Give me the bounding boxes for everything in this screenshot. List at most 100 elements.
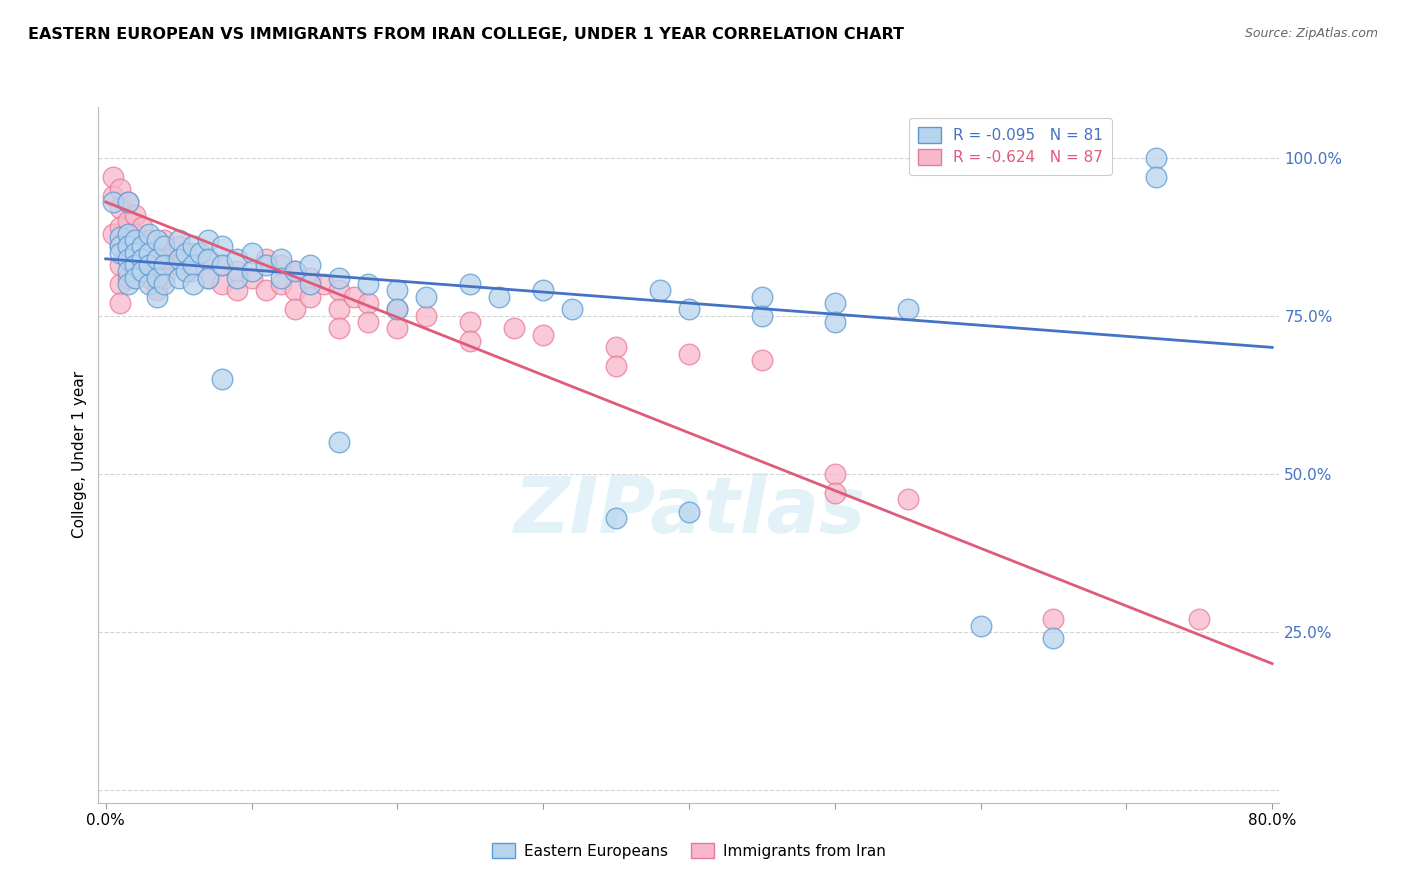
Point <box>824 467 846 481</box>
Point <box>124 270 146 285</box>
Point <box>131 252 153 266</box>
Point <box>124 227 146 241</box>
Point <box>197 252 219 266</box>
Point <box>824 486 846 500</box>
Point <box>284 284 307 298</box>
Point <box>197 270 219 285</box>
Point <box>181 258 204 272</box>
Point <box>357 315 380 329</box>
Point <box>503 321 526 335</box>
Point <box>110 239 132 253</box>
Point <box>124 233 146 247</box>
Point <box>167 258 190 272</box>
Point <box>174 245 197 260</box>
Point <box>110 229 132 244</box>
Point <box>167 233 190 247</box>
Point <box>284 264 307 278</box>
Point <box>298 290 321 304</box>
Point <box>138 233 160 247</box>
Point <box>226 252 249 266</box>
Point <box>145 233 167 247</box>
Point <box>387 302 409 317</box>
Point <box>270 252 292 266</box>
Point <box>211 239 233 253</box>
Point <box>328 284 350 298</box>
Point <box>458 277 481 292</box>
Point <box>298 270 321 285</box>
Point <box>138 252 160 266</box>
Point <box>387 284 409 298</box>
Point <box>110 258 132 272</box>
Point <box>226 264 249 278</box>
Point <box>138 270 160 285</box>
Point <box>605 340 627 354</box>
Point <box>145 245 167 260</box>
Point <box>174 264 197 278</box>
Point <box>181 245 204 260</box>
Point <box>197 252 219 266</box>
Point <box>531 327 554 342</box>
Point <box>181 239 204 253</box>
Point <box>138 245 160 260</box>
Point <box>1042 632 1064 646</box>
Point <box>167 252 190 266</box>
Point <box>328 435 350 450</box>
Point <box>211 258 233 272</box>
Point <box>181 264 204 278</box>
Point <box>1188 612 1211 626</box>
Point <box>145 284 167 298</box>
Point <box>314 277 336 292</box>
Point <box>824 315 846 329</box>
Point <box>138 227 160 241</box>
Point <box>240 245 263 260</box>
Point <box>678 347 700 361</box>
Point <box>824 296 846 310</box>
Point <box>211 372 233 386</box>
Point <box>254 284 277 298</box>
Point <box>328 302 350 317</box>
Point <box>270 270 292 285</box>
Point <box>254 252 277 266</box>
Point <box>117 239 139 253</box>
Point <box>110 296 132 310</box>
Point <box>458 315 481 329</box>
Text: ZIPatlas: ZIPatlas <box>513 473 865 549</box>
Point <box>101 169 124 184</box>
Point <box>270 277 292 292</box>
Point <box>328 270 350 285</box>
Point <box>145 252 167 266</box>
Point <box>124 258 146 272</box>
Point <box>284 302 307 317</box>
Point <box>254 258 277 272</box>
Point <box>131 220 153 235</box>
Point <box>124 264 146 278</box>
Point <box>117 227 139 241</box>
Point <box>1042 612 1064 626</box>
Point <box>131 239 153 253</box>
Point <box>357 296 380 310</box>
Point <box>181 277 204 292</box>
Point <box>117 233 139 247</box>
Point <box>240 264 263 278</box>
Point <box>131 239 153 253</box>
Point <box>897 492 920 507</box>
Point <box>117 264 139 278</box>
Point <box>124 208 146 222</box>
Point <box>298 277 321 292</box>
Point <box>117 194 139 209</box>
Point <box>101 227 124 241</box>
Point <box>387 302 409 317</box>
Point <box>117 194 139 209</box>
Point <box>138 277 160 292</box>
Point <box>678 302 700 317</box>
Point <box>387 321 409 335</box>
Point <box>153 233 176 247</box>
Point <box>124 245 146 260</box>
Point <box>153 239 176 253</box>
Point <box>110 239 132 253</box>
Point <box>145 290 167 304</box>
Point <box>1144 151 1167 165</box>
Point <box>124 245 146 260</box>
Point <box>678 505 700 519</box>
Point <box>488 290 510 304</box>
